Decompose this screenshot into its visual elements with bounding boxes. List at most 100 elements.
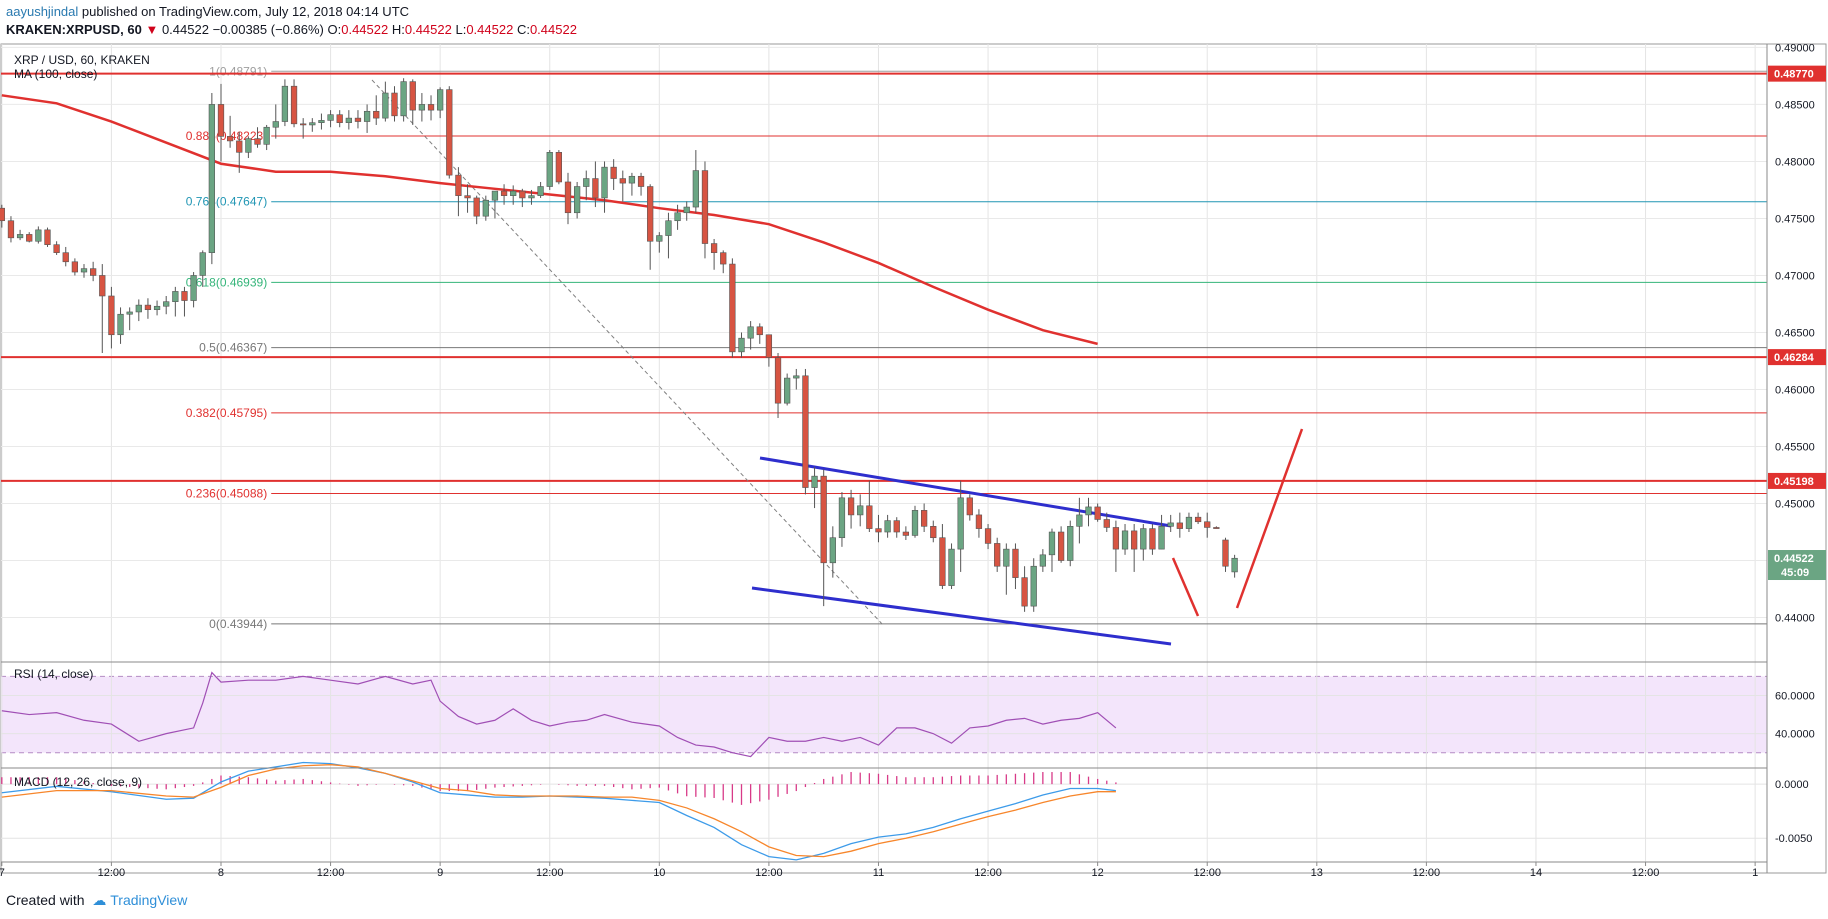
candle-body xyxy=(446,89,453,176)
time-axis-label-9: 12:00 xyxy=(974,867,1002,879)
candle-body xyxy=(1076,514,1083,527)
forecast-up-line[interactable] xyxy=(1235,428,1304,609)
candle-body xyxy=(0,207,5,222)
candle-body xyxy=(857,505,864,516)
candle-body xyxy=(7,220,15,239)
candle-body xyxy=(44,229,51,245)
candle-body xyxy=(610,166,617,179)
macd-lines xyxy=(1,761,1117,861)
candle-body xyxy=(108,295,115,336)
price-tag-1: 0.46284 xyxy=(1774,352,1815,364)
time-axis-label-6: 10 xyxy=(653,867,665,879)
candle-body xyxy=(153,305,161,310)
candle-body xyxy=(692,170,699,208)
channel-lower-line[interactable] xyxy=(751,586,1172,646)
candle-body xyxy=(948,548,955,586)
candle-body xyxy=(1112,527,1120,550)
time-axis-label-2: 8 xyxy=(218,867,224,879)
ohlc-low-label: L: xyxy=(455,22,467,37)
tradingview-brand[interactable]: TradingView xyxy=(110,892,188,908)
footer: Created with ☁ TradingView xyxy=(6,892,187,909)
candle-body xyxy=(473,197,480,217)
time-axis-label-15: 12:00 xyxy=(1632,867,1660,879)
rsi-band-fill xyxy=(1,676,1767,753)
time-axis-label-16: 1 xyxy=(1752,867,1758,879)
ohlc-close-label: C: xyxy=(516,22,530,37)
time-axis-label-5: 12:00 xyxy=(536,867,564,879)
price-axis-label-10: 0.49000 xyxy=(1775,42,1815,54)
candle-body xyxy=(35,229,42,242)
candle-body xyxy=(966,497,973,516)
candle-body xyxy=(802,375,809,488)
candle-body xyxy=(875,528,882,533)
candle-body xyxy=(354,117,362,122)
author-name[interactable]: aayushjindal xyxy=(6,4,79,19)
countdown-tag: 45:09 xyxy=(1781,567,1809,579)
last-price: 0.44522 xyxy=(161,22,209,37)
time-axis-label-10: 12 xyxy=(1092,867,1104,879)
candle-body xyxy=(53,244,60,253)
price-axis-label-2: 0.45000 xyxy=(1775,499,1815,511)
candle-body xyxy=(930,526,937,539)
price-tag-0: 0.48770 xyxy=(1774,69,1814,81)
time-axis-label-3: 12:00 xyxy=(317,867,345,879)
price-tag-bg-0 xyxy=(1768,65,1826,82)
candle-body xyxy=(90,268,97,276)
candle-body xyxy=(217,104,225,137)
price-axis-label-5: 0.46500 xyxy=(1775,327,1815,339)
candle-body xyxy=(190,275,197,301)
ohlc-high-label: H: xyxy=(391,22,405,37)
candle-body xyxy=(500,190,508,196)
ohlc-open-label: O: xyxy=(327,22,342,37)
candle-body xyxy=(1085,506,1092,516)
forecast-down-line[interactable] xyxy=(1171,557,1200,617)
ohlc-open: 0.44522 xyxy=(341,22,389,37)
candle-body xyxy=(893,520,900,533)
ohlc-low: 0.44522 xyxy=(466,22,514,37)
current-price-tag: 0.44522 xyxy=(1774,553,1814,565)
candle-body xyxy=(226,136,234,142)
candle-body xyxy=(784,377,791,404)
candle-body xyxy=(336,114,343,123)
candle-body xyxy=(290,85,298,125)
candle-body xyxy=(1094,506,1101,520)
candle-body xyxy=(701,170,709,244)
fib-label-3: 0.618(0.46939) xyxy=(186,275,267,289)
macd-line xyxy=(1,761,1116,861)
candle-body xyxy=(939,537,946,586)
rsi-line xyxy=(1,671,1117,758)
candle-body xyxy=(884,520,891,533)
candle-body xyxy=(245,138,252,153)
candle-body xyxy=(26,234,33,242)
trading-chart[interactable]: 1(0.48791)0.886(0.48223)0.764(0.47647)0.… xyxy=(0,40,1828,880)
candle-body xyxy=(1167,522,1174,527)
candle-body xyxy=(747,326,754,339)
price-axis-label-4: 0.46000 xyxy=(1775,384,1815,396)
candle-body xyxy=(1003,548,1010,567)
fib-trend-line[interactable] xyxy=(371,79,885,627)
candle-body xyxy=(1158,526,1165,550)
candle-body xyxy=(793,375,800,379)
tradingview-logo-icon[interactable]: ☁ xyxy=(92,892,107,908)
publish-text: published on TradingView.com, July 12, 2… xyxy=(78,4,410,19)
ma-indicator-label: MA (100, close) xyxy=(14,67,97,81)
candle-body xyxy=(510,190,517,196)
chart-labels: XRP / USD, 60, KRAKEN MA (100, close) RS… xyxy=(14,53,150,789)
candle-body xyxy=(272,121,279,128)
rsi-axis-label-0: 40.0000 xyxy=(1775,729,1815,741)
candle-body xyxy=(546,152,553,187)
candle-body xyxy=(80,268,88,273)
drawings[interactable] xyxy=(371,79,1304,646)
candle-body xyxy=(16,234,24,239)
candle-body xyxy=(811,475,818,488)
candle-body xyxy=(637,175,645,187)
candle-body xyxy=(418,104,426,111)
panel-separators xyxy=(1,44,1768,873)
candle-body xyxy=(300,123,307,126)
rsi-band xyxy=(1,675,1767,754)
rsi-line xyxy=(1,671,1117,758)
channel-upper-line[interactable] xyxy=(759,456,1172,528)
candle-body xyxy=(254,138,261,145)
candle-body xyxy=(1231,557,1238,573)
candle-body xyxy=(866,505,873,529)
